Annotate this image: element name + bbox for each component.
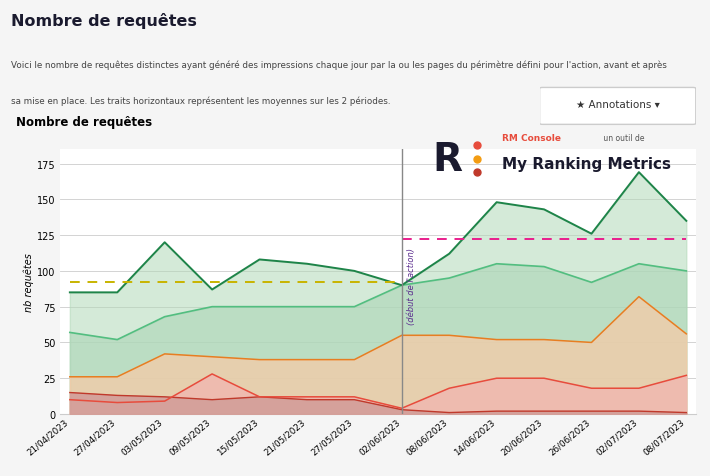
Text: Nombre de requêtes: Nombre de requêtes (11, 13, 197, 30)
Text: ★ Annotations ▾: ★ Annotations ▾ (576, 100, 660, 110)
Text: un outil de: un outil de (601, 133, 645, 142)
Text: R: R (432, 140, 463, 178)
Text: Voici le nombre de requêtes distinctes ayant généré des impressions chaque jour : Voici le nombre de requêtes distinctes a… (11, 60, 667, 69)
Text: RM Console: RM Console (501, 133, 560, 142)
Y-axis label: nb requêtes: nb requêtes (23, 253, 34, 311)
Text: (début de l'action): (début de l'action) (408, 247, 417, 324)
Text: My Ranking Metrics: My Ranking Metrics (501, 157, 670, 172)
FancyBboxPatch shape (540, 88, 696, 125)
Text: Nombre de requêtes: Nombre de requêtes (16, 116, 152, 129)
Text: sa mise en place. Les traits horizontaux représentent les moyennes sur les 2 pér: sa mise en place. Les traits horizontaux… (11, 96, 390, 106)
